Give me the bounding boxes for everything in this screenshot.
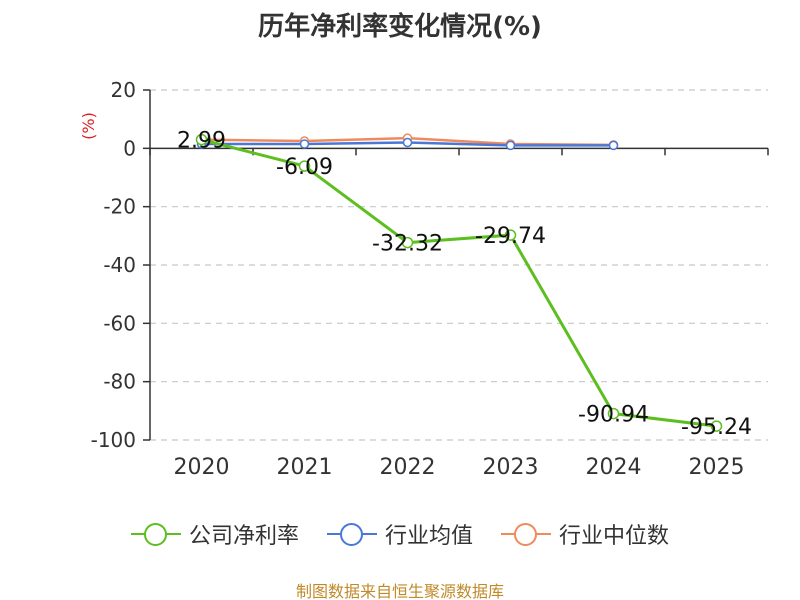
legend-item[interactable]: 公司净利率 xyxy=(130,518,299,550)
y-tick-label: -40 xyxy=(103,253,136,277)
x-tick-label: 2024 xyxy=(586,455,642,480)
legend-item[interactable]: 行业均值 xyxy=(326,518,473,550)
data-label: -90.94 xyxy=(578,403,649,428)
data-point xyxy=(298,160,311,172)
grid-layer xyxy=(150,89,768,441)
x-tick-label: 2022 xyxy=(380,455,436,480)
y-tick-label: -20 xyxy=(103,195,136,219)
y-tick-label: -60 xyxy=(103,311,136,335)
legend-marker-icon xyxy=(130,522,181,546)
data-label: -32.32 xyxy=(372,232,443,257)
legend-label: 行业均值 xyxy=(384,524,473,549)
legend: 公司净利率 行业均值 行业中位数 xyxy=(0,518,800,550)
y-tick-label: 0 xyxy=(123,136,136,160)
chart-title: 历年净利率变化情况(%) xyxy=(258,12,542,42)
y-axis-label: (%) xyxy=(79,112,98,140)
data-point xyxy=(608,140,619,151)
legend-label: 行业中位数 xyxy=(559,524,670,549)
data-label: 2.99 xyxy=(177,129,226,154)
data-label: -29.74 xyxy=(475,224,546,249)
series-line xyxy=(201,138,717,428)
data-point xyxy=(505,140,516,151)
data-point xyxy=(299,139,310,149)
y-tick-label: -80 xyxy=(103,370,136,394)
x-tick-label: 2021 xyxy=(277,455,333,480)
data-label: -95.24 xyxy=(681,415,752,440)
x-tick-label: 2025 xyxy=(689,455,745,480)
x-tick-label: 2020 xyxy=(174,455,230,480)
legend-marker-icon xyxy=(326,522,377,546)
source-footer: 制图数据来自恒生聚源数据库 xyxy=(295,582,504,600)
y-tick-label: 20 xyxy=(111,78,136,102)
data-point xyxy=(402,137,413,148)
data-point xyxy=(504,229,517,241)
y-tick-label: -100 xyxy=(91,428,136,452)
data-point xyxy=(401,236,414,249)
axis-layer: 20 0 -20 -40 -60 -80 -100 2020 2021 2022 2023 2024 2… xyxy=(79,78,769,480)
legend-item[interactable]: 行业中位数 xyxy=(501,518,669,550)
data-point xyxy=(710,420,723,432)
data-point xyxy=(195,133,208,146)
data-label-layer: 2.99 -6.09 -32.32 -29.74 -90.94 -95.24 xyxy=(177,129,752,441)
series-layer xyxy=(195,133,723,432)
data-point xyxy=(607,407,620,420)
data-label: -6.09 xyxy=(276,155,333,180)
x-tick-label: 2023 xyxy=(483,455,539,480)
legend-label: 公司净利率 xyxy=(188,524,299,549)
legend-marker-icon xyxy=(501,522,551,546)
